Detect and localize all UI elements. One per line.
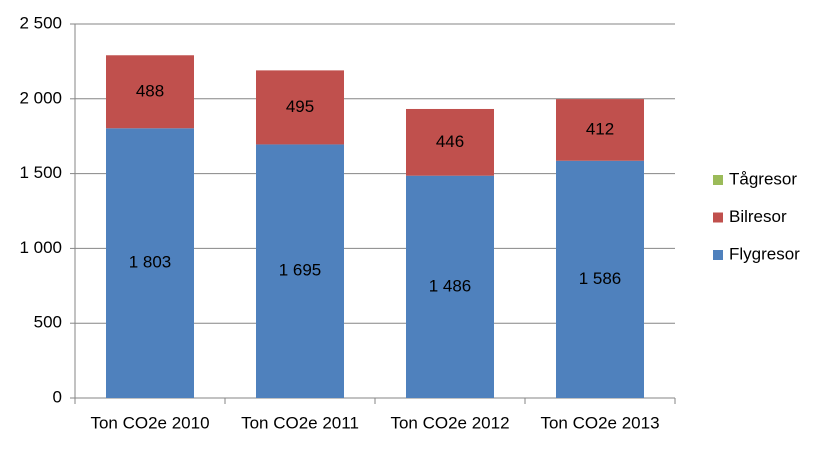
legend-label: Flygresor [729, 244, 800, 263]
legend-swatch [713, 175, 723, 185]
legend-label: Bilresor [729, 207, 787, 226]
y-tick-label: 1 500 [19, 163, 62, 182]
data-label: 488 [136, 81, 164, 100]
data-label: 1 486 [429, 276, 472, 295]
x-tick-label: Ton CO2e 2012 [390, 413, 509, 432]
y-tick-label: 500 [34, 313, 62, 332]
data-label: 495 [286, 97, 314, 116]
legend-swatch [713, 250, 723, 260]
data-label: 1 803 [129, 253, 172, 272]
bar-segment [556, 99, 644, 161]
y-tick-label: 1 000 [19, 238, 62, 257]
bar-segment [106, 128, 194, 399]
x-tick-label: Ton CO2e 2010 [90, 413, 209, 432]
bar-segment [256, 70, 344, 145]
bar-segment [406, 175, 494, 398]
data-label: 1 586 [579, 269, 622, 288]
bar-segment [556, 160, 644, 398]
y-tick-label: 2 000 [19, 88, 62, 107]
legend-label: Tågresor [729, 169, 797, 188]
y-tick-label: 0 [53, 387, 62, 406]
data-label: 446 [436, 132, 464, 151]
bar-segment [406, 108, 494, 176]
x-tick-label: Ton CO2e 2013 [540, 413, 659, 432]
data-label: 1 695 [279, 261, 322, 280]
bar-segment [256, 144, 344, 398]
data-label: 412 [586, 119, 614, 138]
y-tick-label: 2 500 [19, 13, 62, 32]
bar-segment [106, 55, 194, 129]
legend-swatch [713, 212, 723, 223]
x-tick-label: Ton CO2e 2011 [241, 413, 359, 432]
